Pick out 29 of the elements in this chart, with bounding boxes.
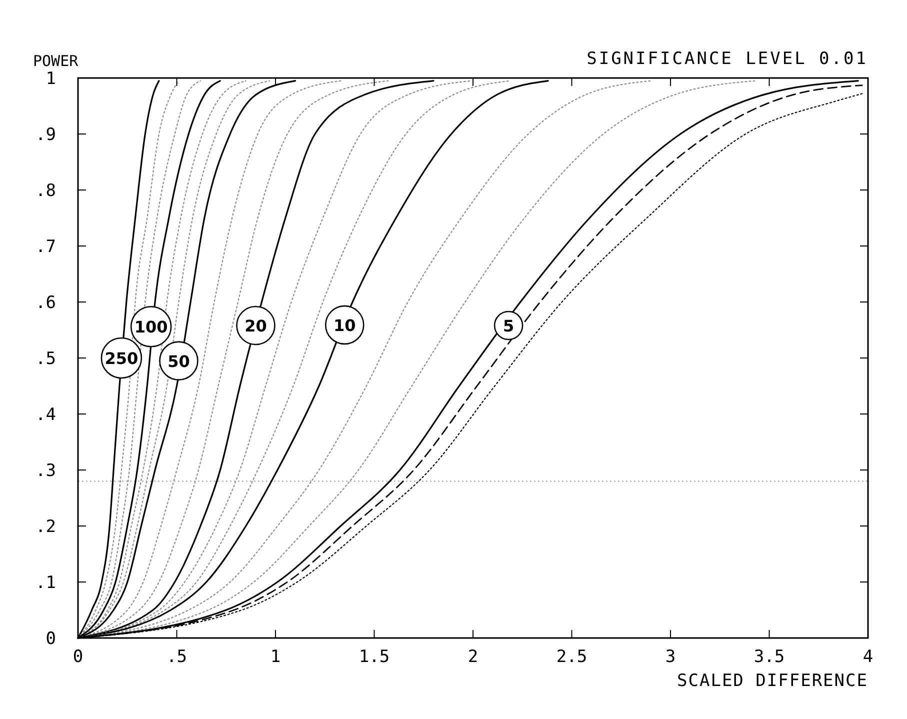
y-tick-label: 0 [46, 629, 56, 649]
y-tick-label: .9 [36, 125, 56, 145]
y-tick-label: .6 [36, 293, 56, 313]
annotation: 50 [168, 352, 190, 371]
x-tick-label: 1.5 [358, 647, 390, 667]
x-tick-label: 2.5 [556, 647, 588, 667]
x-tick-label: 2 [468, 647, 478, 667]
x-tick-label: 4 [862, 647, 874, 667]
x-tick-label: .5 [166, 647, 187, 667]
y-axis-title: POWER [33, 52, 80, 70]
y-tick-label: .7 [36, 237, 56, 257]
annotation: 5 [502, 316, 514, 336]
chart-title: SIGNIFICANCE LEVEL 0.01 [586, 49, 868, 69]
annotation: 250 [104, 349, 138, 368]
x-axis-title: SCALED DIFFERENCE [677, 671, 868, 691]
annotation: 10 [333, 316, 356, 335]
x-tick-label: 1 [270, 647, 281, 667]
annotation: 20 [244, 316, 267, 336]
x-tick-label: 0 [72, 647, 84, 667]
y-tick-label: .1 [36, 573, 56, 593]
y-tick-label: .4 [36, 405, 56, 425]
annotation: 100 [134, 318, 168, 337]
y-tick-label: 1 [46, 69, 56, 89]
x-tick-label: 3.5 [754, 647, 785, 667]
y-tick-label: .2 [36, 517, 56, 537]
y-tick-label: .8 [36, 181, 56, 201]
y-tick-label: .5 [36, 349, 56, 369]
y-tick-label: .3 [36, 461, 56, 481]
x-tick-label: 3 [665, 647, 676, 667]
